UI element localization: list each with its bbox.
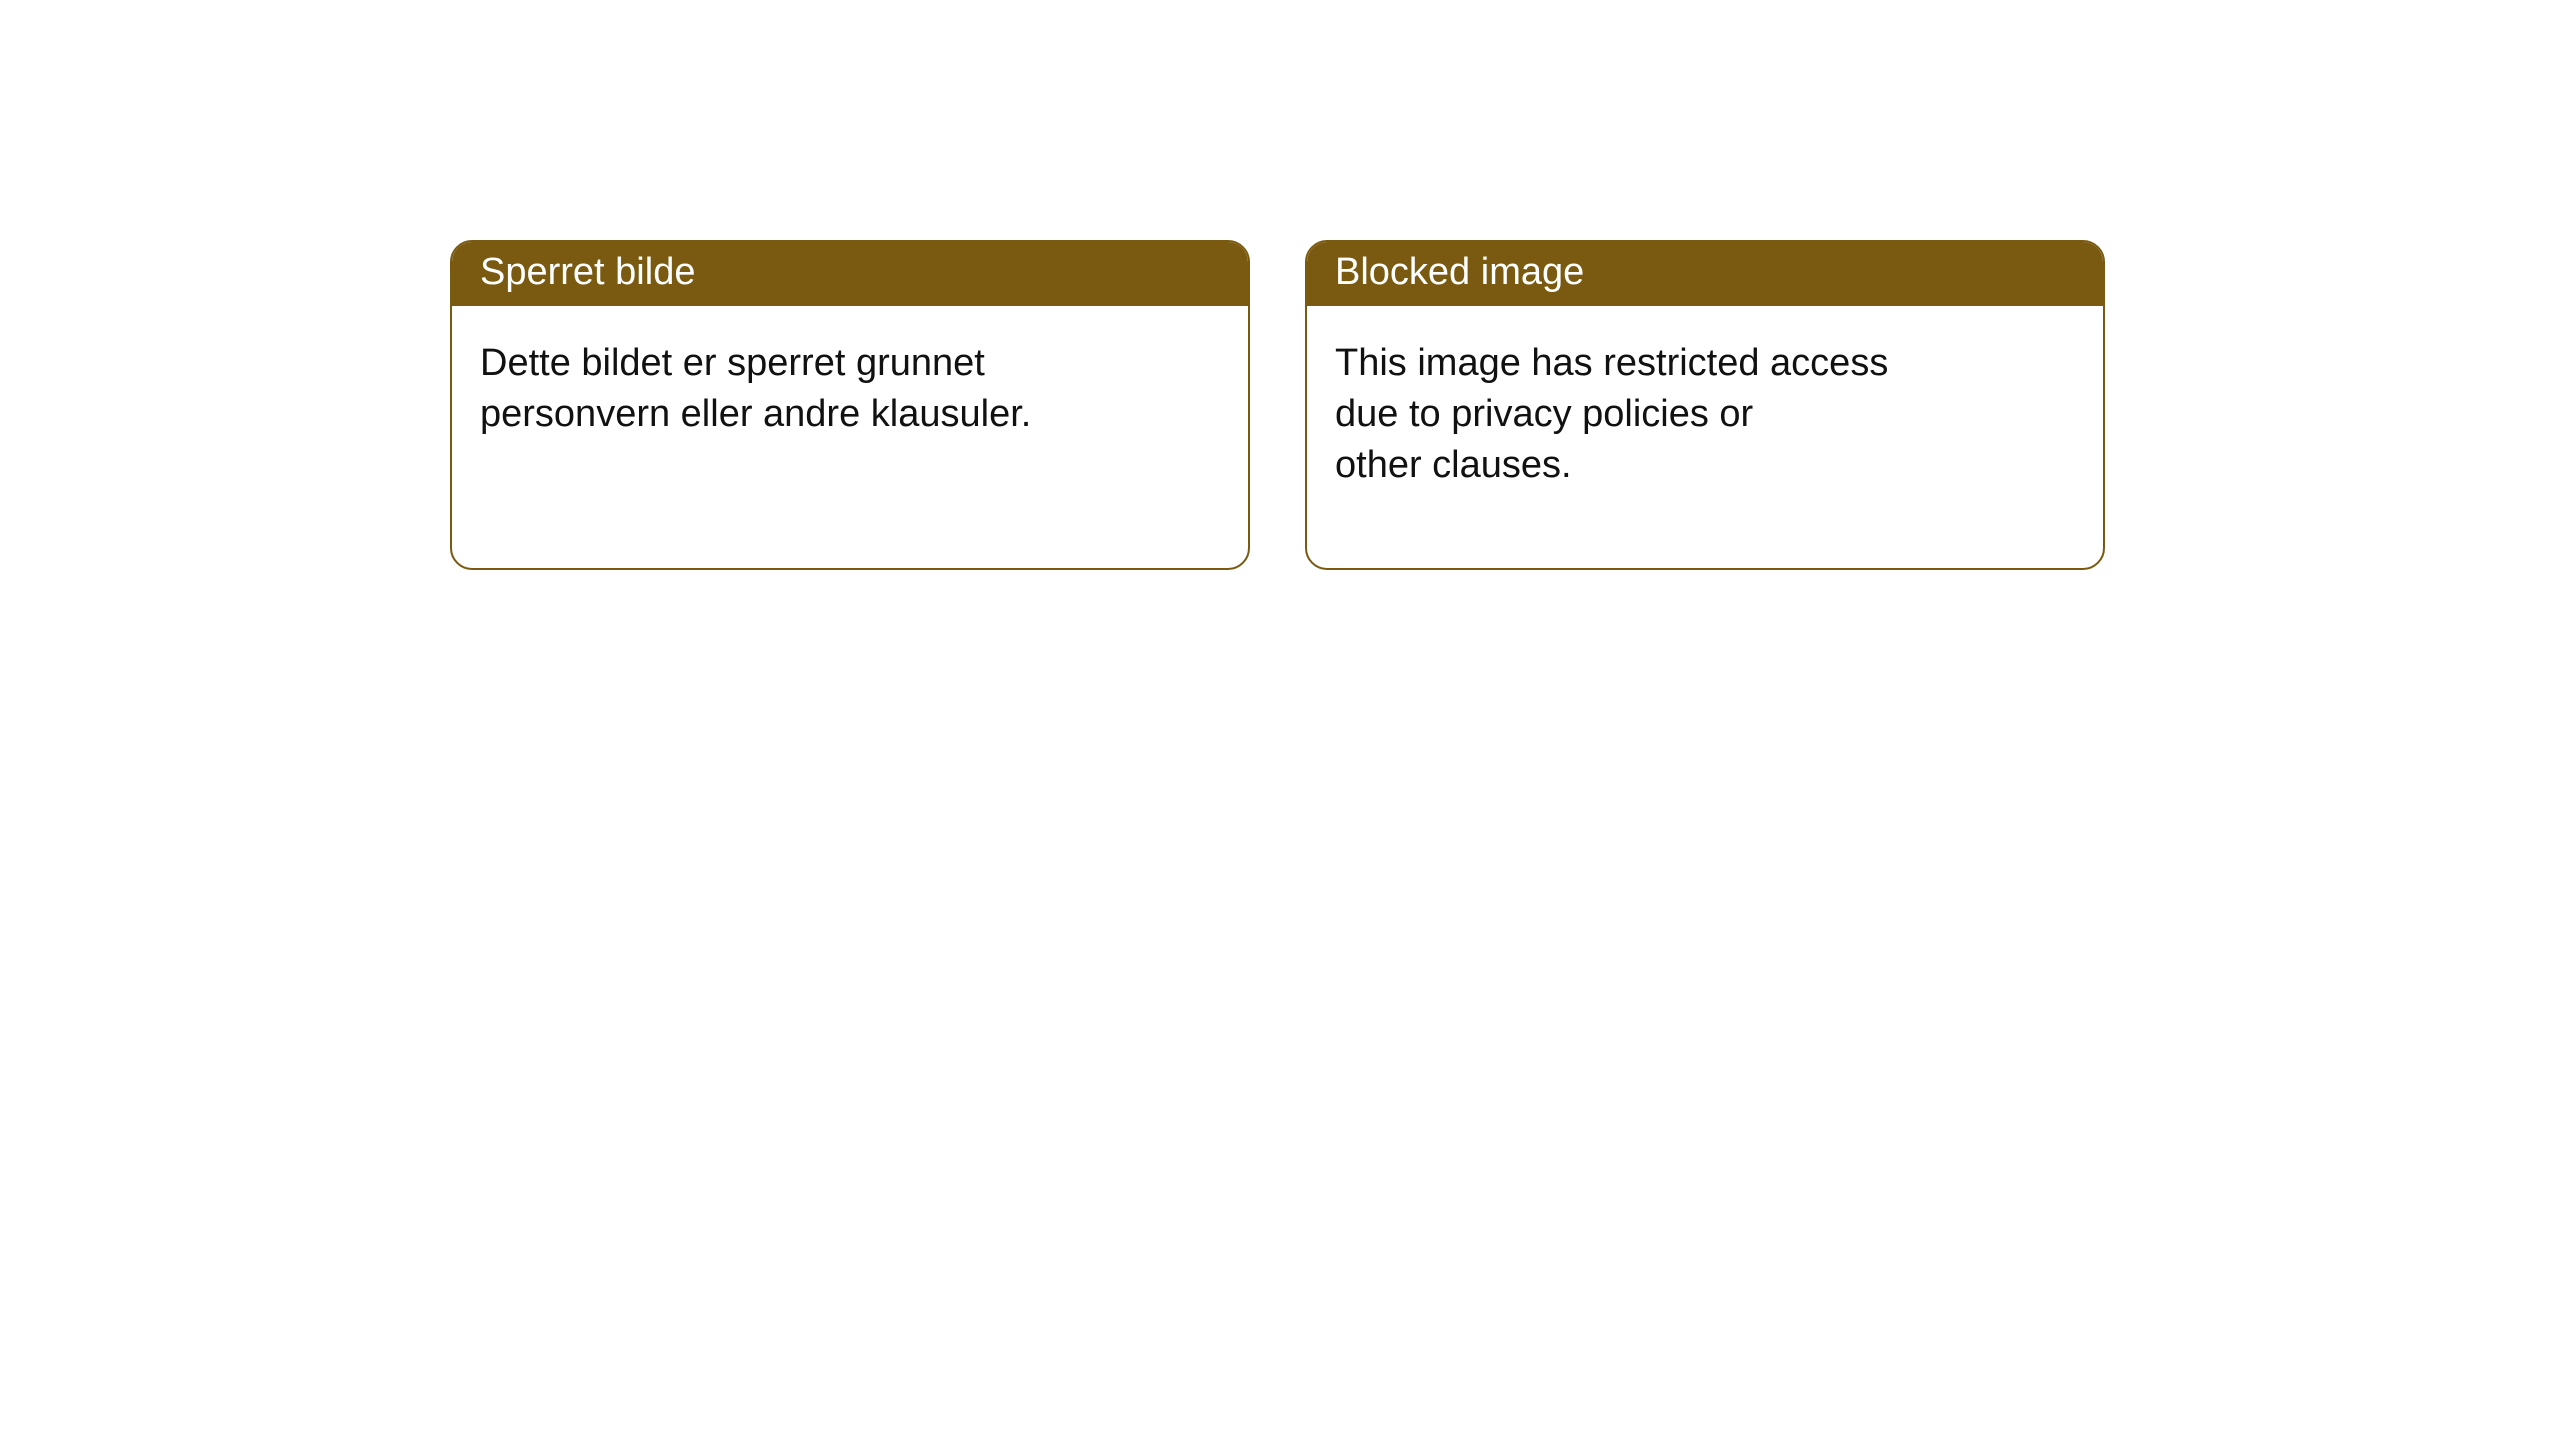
notice-body-no: Dette bildet er sperret grunnet personve… [452,306,1248,473]
notice-card-no: Sperret bilde Dette bildet er sperret gr… [450,240,1250,570]
notice-cards: Sperret bilde Dette bildet er sperret gr… [450,240,2560,570]
notice-body-en: This image has restricted access due to … [1307,306,2103,524]
notice-card-en: Blocked image This image has restricted … [1305,240,2105,570]
notice-title-no: Sperret bilde [452,242,1248,306]
notice-title-en: Blocked image [1307,242,2103,306]
